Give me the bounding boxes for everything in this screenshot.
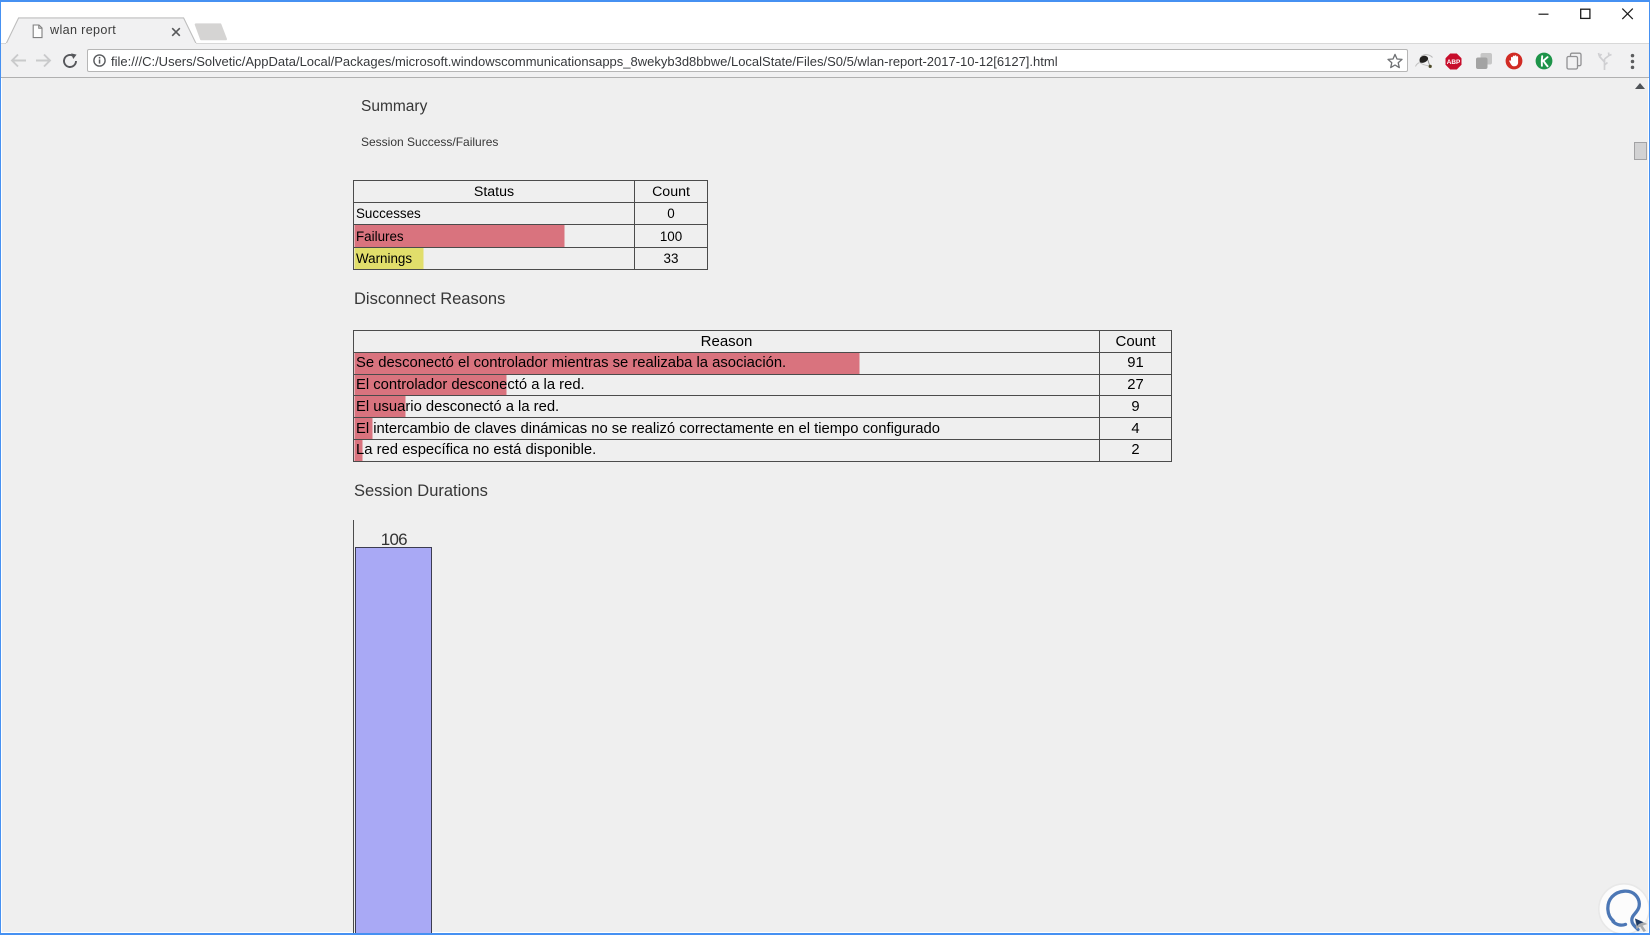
- svg-text:ABP: ABP: [1447, 59, 1461, 66]
